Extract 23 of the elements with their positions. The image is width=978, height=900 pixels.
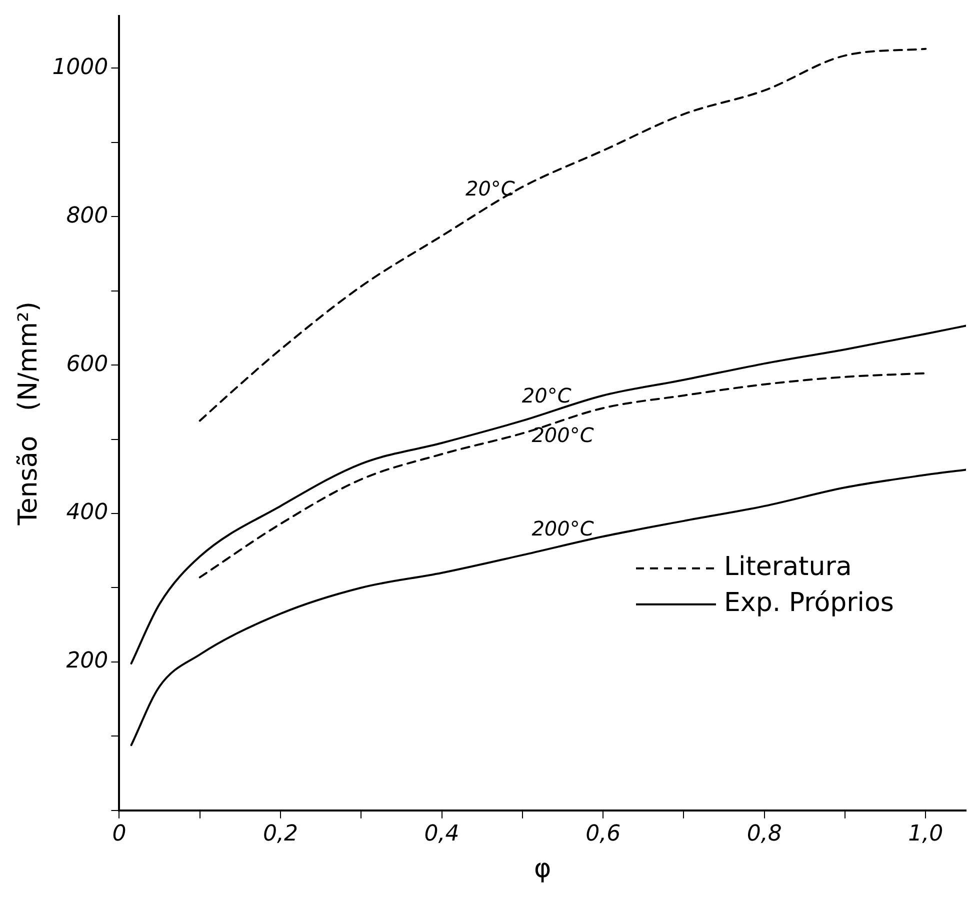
x-tick-label: 0,4: [424, 821, 460, 846]
legend-label: Exp. Próprios: [724, 588, 894, 618]
line-series: [130, 468, 966, 746]
y-tick-label: 800: [66, 203, 108, 228]
x-tick-label: 0,8: [746, 821, 782, 846]
line-series: [130, 324, 966, 664]
x-tick-label: 0,2: [262, 821, 298, 846]
y-tick-label: 600: [66, 352, 108, 377]
x-tick-label: 0,6: [586, 821, 621, 846]
annotation: 20°C: [465, 176, 515, 200]
x-tick-label: 1,0: [908, 821, 944, 846]
y-tick-label: 200: [66, 648, 108, 674]
x-tick-label: 0: [112, 821, 126, 846]
y-tick-label: 1000: [52, 54, 108, 80]
annotation: 200°C: [532, 422, 594, 447]
y-axis-title: Tensão (N/mm²): [13, 301, 44, 526]
legend-label: Literatura: [724, 552, 852, 582]
annotation: 200°C: [532, 516, 594, 540]
x-axis-title: φ: [534, 854, 552, 884]
line-series: [198, 48, 927, 422]
y-tick-label: 400: [66, 500, 108, 526]
line-series: [198, 372, 927, 578]
annotation: 20°C: [522, 384, 572, 408]
